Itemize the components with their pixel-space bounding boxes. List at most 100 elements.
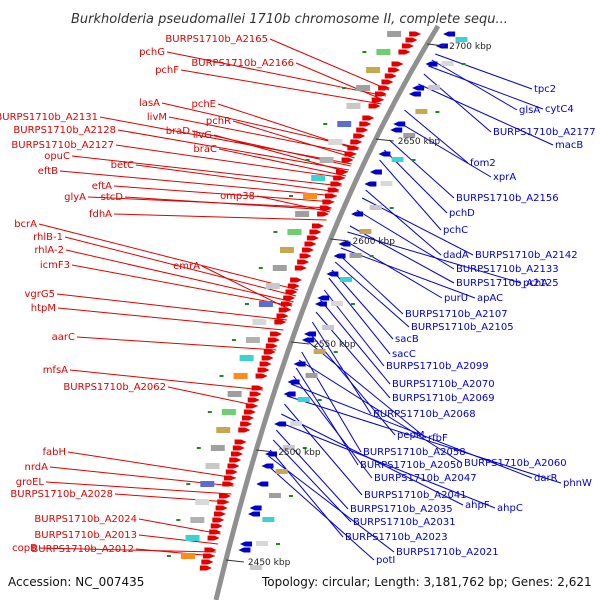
- feature-block: [415, 109, 428, 114]
- feature-marker: [258, 267, 263, 269]
- forward-gene-arrow: [287, 283, 300, 289]
- feature-block: [287, 229, 302, 235]
- feature-block: [195, 499, 210, 505]
- connector-forward: [135, 164, 339, 193]
- reverse-gene-arrow: [390, 127, 403, 133]
- forward-gene-arrow: [202, 553, 215, 559]
- scale-tick-label: 2450 kbp: [248, 558, 291, 568]
- feature-marker: [244, 303, 249, 305]
- gene-label-reverse: cytC4: [545, 104, 574, 115]
- reverse-gene-arrow: [293, 361, 306, 367]
- reverse-gene-arrow: [351, 211, 364, 217]
- connector-forward: [201, 265, 291, 311]
- scale-tick-label: 2500 kbp: [278, 448, 321, 458]
- forward-gene-arrow: [251, 385, 264, 391]
- connector-reverse: [428, 65, 544, 110]
- gene-label-forward: pchF: [155, 65, 179, 76]
- forward-gene-arrow: [319, 205, 332, 211]
- gene-label-forward: BURPS1710b_A2012: [31, 544, 134, 555]
- forward-gene-arrow: [263, 349, 276, 355]
- connector-forward: [161, 102, 360, 149]
- connector-forward: [38, 547, 216, 553]
- feature-block: [359, 229, 372, 234]
- connector-reverse: [338, 253, 404, 315]
- forward-gene-arrow: [213, 511, 226, 517]
- reverse-gene-arrow: [249, 505, 262, 511]
- connector-reverse: [435, 53, 533, 90]
- feature-block: [290, 421, 303, 426]
- feature-block: [233, 373, 248, 379]
- reverse-gene-arrow: [239, 541, 252, 547]
- connector-reverse: [290, 383, 533, 479]
- connector-reverse: [305, 339, 427, 439]
- gene-label-forward: BURPS1710b_A2013: [34, 530, 137, 541]
- chromosome-backbone: [213, 24, 441, 600]
- forward-gene-arrow: [270, 331, 283, 337]
- forward-gene-arrow: [240, 421, 253, 427]
- connector-reverse: [347, 231, 522, 284]
- gene-label-reverse: ahpC: [497, 503, 523, 514]
- gene-label-reverse: pchA: [523, 278, 548, 289]
- gene-label-reverse: apAC: [477, 293, 503, 304]
- feature-marker: [196, 447, 201, 449]
- gene-label-forward: pchR: [206, 116, 231, 127]
- forward-gene-arrow: [259, 361, 272, 367]
- reverse-gene-arrow: [274, 421, 287, 427]
- gene-label-reverse: pchD: [449, 208, 475, 219]
- feature-block: [297, 397, 310, 402]
- gene-label-reverse: BURPS1710b_A2060: [464, 458, 567, 469]
- connector-reverse: [398, 121, 492, 178]
- feature-marker: [288, 495, 293, 497]
- forward-gene-arrow: [327, 187, 340, 193]
- forward-gene-arrow: [241, 415, 254, 421]
- gene-label-forward: braD: [166, 126, 191, 137]
- forward-gene-arrow: [232, 445, 245, 451]
- gene-label-forward: BURPS1710b_A2131: [0, 112, 98, 123]
- gene-label-forward: BURPS1710b_A2127: [11, 140, 114, 151]
- connector-reverse: [311, 321, 372, 415]
- gene-label-reverse: BURPS1710b_A2069: [392, 393, 495, 404]
- connector-reverse: [269, 449, 344, 538]
- gene-label-forward: betC: [111, 160, 134, 171]
- forward-gene-arrow: [274, 319, 287, 325]
- connector-reverse: [293, 375, 373, 479]
- forward-gene-arrow: [374, 91, 387, 97]
- connector-forward: [45, 481, 232, 495]
- scale-tick-label: 2600 kbp: [353, 237, 396, 247]
- feature-block: [328, 139, 343, 145]
- forward-gene-arrow: [297, 259, 310, 265]
- forward-gene-arrow: [391, 61, 404, 67]
- label-connectors: [38, 38, 562, 561]
- connector-reverse: [349, 225, 455, 284]
- gene-label-reverse: potI: [376, 555, 395, 566]
- forward-gene-arrow: [378, 85, 391, 91]
- connector-forward: [71, 155, 342, 187]
- connector-forward: [65, 249, 294, 303]
- forward-gene-arrow: [371, 97, 384, 103]
- reverse-gene-arrow: [425, 61, 438, 67]
- reverse-gene-arrow: [283, 391, 296, 397]
- connector-reverse: [265, 463, 375, 561]
- feature-marker: [186, 483, 191, 485]
- feature-marker: [231, 339, 236, 341]
- feature-block: [190, 517, 205, 523]
- feature-marker: [317, 399, 322, 401]
- forward-gene-arrow: [283, 295, 296, 301]
- feature-block: [455, 37, 468, 42]
- gene-label-forward: glyA: [64, 192, 86, 203]
- reverse-gene-arrow: [314, 301, 327, 307]
- reverse-gene-arrow: [369, 169, 382, 175]
- forward-gene-arrow: [309, 229, 322, 235]
- gene-label-forward: BURPS1710b_A2128: [13, 125, 116, 136]
- forward-gene-arrow: [341, 157, 354, 163]
- feature-block: [346, 103, 361, 109]
- connector-reverse: [343, 239, 443, 299]
- gene-label-reverse: BURPS1710b_A2142: [475, 250, 578, 261]
- forward-gene-arrow: [209, 529, 222, 535]
- forward-gene-arrow: [229, 457, 242, 463]
- forward-gene-arrow: [330, 181, 343, 187]
- gene-label-forward: BURPS1710b_A2165: [165, 34, 268, 45]
- gene-label-reverse: glsA: [519, 105, 540, 116]
- forward-gene-arrow: [280, 301, 293, 307]
